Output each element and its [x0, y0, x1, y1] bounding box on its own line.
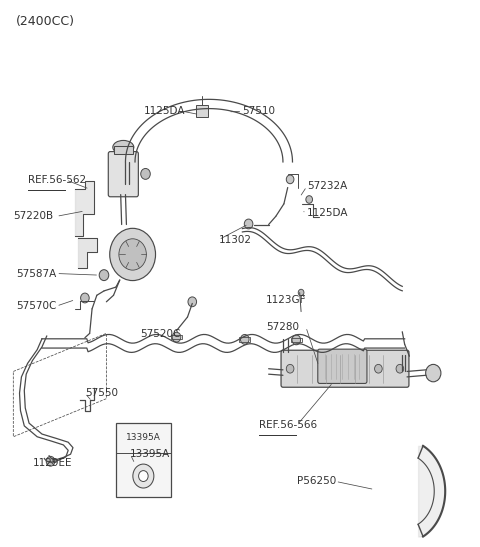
Text: 1129EE: 1129EE	[33, 458, 72, 468]
Text: 57232A: 57232A	[307, 182, 347, 191]
Text: 57550: 57550	[85, 388, 118, 398]
Ellipse shape	[113, 141, 134, 154]
Text: 57510: 57510	[242, 106, 276, 117]
Circle shape	[286, 364, 294, 373]
Bar	[114, 146, 132, 154]
Text: REF.56-566: REF.56-566	[259, 420, 317, 430]
Circle shape	[298, 289, 304, 296]
FancyBboxPatch shape	[108, 152, 138, 197]
Circle shape	[188, 297, 197, 307]
Circle shape	[110, 228, 156, 281]
Bar	[239, 337, 251, 341]
Bar	[196, 106, 208, 117]
Circle shape	[81, 293, 89, 303]
Text: 13395A: 13395A	[130, 449, 170, 459]
Circle shape	[286, 175, 294, 184]
Circle shape	[292, 335, 300, 345]
Circle shape	[426, 364, 441, 382]
Text: 57587A: 57587A	[16, 269, 56, 278]
FancyBboxPatch shape	[281, 350, 409, 387]
Circle shape	[141, 168, 150, 179]
Circle shape	[139, 470, 148, 481]
Text: 13395A: 13395A	[126, 433, 161, 443]
Text: 1125DA: 1125DA	[144, 106, 185, 117]
Text: 57520C: 57520C	[140, 329, 180, 340]
Text: 1125DA: 1125DA	[307, 207, 348, 218]
Text: P56250: P56250	[297, 476, 336, 486]
FancyBboxPatch shape	[318, 349, 367, 383]
Circle shape	[240, 334, 249, 344]
Text: REF.56-562: REF.56-562	[28, 175, 86, 185]
Text: REF.56-562: REF.56-562	[28, 175, 86, 185]
Bar	[290, 337, 302, 342]
Circle shape	[46, 456, 55, 466]
Circle shape	[133, 464, 154, 488]
Circle shape	[244, 219, 253, 229]
Text: 1123GF: 1123GF	[266, 295, 307, 305]
Circle shape	[332, 364, 339, 373]
Circle shape	[99, 270, 109, 281]
Circle shape	[172, 332, 181, 342]
Circle shape	[119, 239, 146, 270]
Bar	[116, 423, 171, 497]
Text: 57280: 57280	[266, 322, 299, 332]
Text: (2400CC): (2400CC)	[16, 15, 75, 28]
Text: REF.56-566: REF.56-566	[259, 420, 317, 430]
Bar	[171, 335, 182, 339]
Text: 57220B: 57220B	[13, 211, 53, 222]
Text: 11302: 11302	[218, 235, 252, 245]
Circle shape	[374, 364, 382, 373]
Polygon shape	[78, 238, 97, 268]
Polygon shape	[75, 181, 95, 236]
Circle shape	[306, 196, 312, 203]
Circle shape	[396, 364, 404, 373]
Text: 57570C: 57570C	[16, 301, 56, 311]
